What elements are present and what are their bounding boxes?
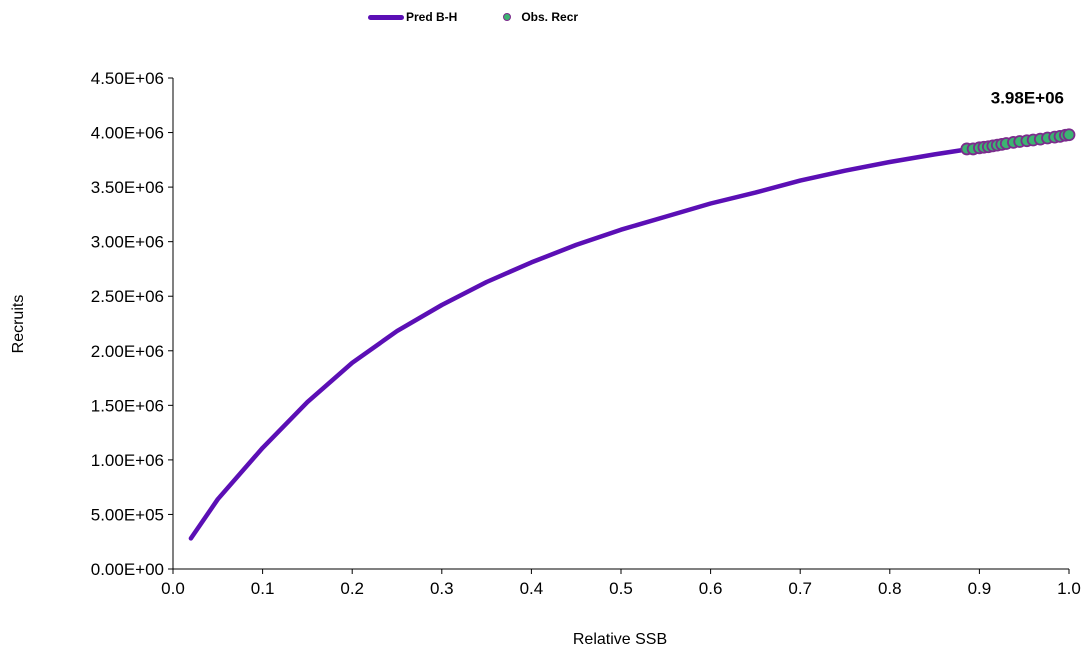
legend-label-pred: Pred B-H xyxy=(406,10,458,24)
x-tick-label: 0.9 xyxy=(968,579,992,598)
x-tick-label: 0.5 xyxy=(609,579,633,598)
plot-area: 3.98E+06 xyxy=(188,89,1076,541)
legend-dot-swatch xyxy=(503,13,512,21)
legend-item-pred: Pred B-H xyxy=(368,10,457,24)
y-tick-label: 3.50E+06 xyxy=(91,178,164,197)
x-tick-label: 0.6 xyxy=(699,579,723,598)
x-tick-label: 0.3 xyxy=(430,579,454,598)
series-line-pred-bh xyxy=(188,132,1072,541)
x-tick-label: 0.4 xyxy=(520,579,544,598)
data-point-obs-recr xyxy=(1062,128,1076,142)
x-tick-label: 0.8 xyxy=(878,579,902,598)
x-axis-title: Relative SSB xyxy=(573,631,667,648)
x-tick-label: 0.2 xyxy=(340,579,364,598)
y-tick-label: 5.00E+05 xyxy=(91,505,164,524)
y-tick-label: 4.50E+06 xyxy=(91,69,164,88)
x-tick-label: 0.7 xyxy=(788,579,812,598)
y-tick-label: 3.00E+06 xyxy=(91,233,164,252)
y-axis-title: Recruits xyxy=(10,295,27,354)
axes: 0.00E+00 5.00E+05 1.00E+06 1.50E+06 2.00E+06… xyxy=(91,69,1081,598)
y-tick-label: 4.00E+06 xyxy=(91,124,164,143)
y-tick-label: 2.00E+06 xyxy=(91,342,164,361)
legend-line-swatch xyxy=(368,14,404,20)
y-tick-label: 1.00E+06 xyxy=(91,451,164,470)
x-tick-label: 1.0 xyxy=(1057,579,1081,598)
data-label-annotation: 3.98E+06 xyxy=(991,89,1064,108)
y-tick-label: 1.50E+06 xyxy=(91,396,164,415)
legend: Pred B-H Obs. Recr xyxy=(368,7,578,27)
y-tick-label: 2.50E+06 xyxy=(91,287,164,306)
legend-item-obs: Obs. Recr xyxy=(503,10,578,24)
legend-label-obs: Obs. Recr xyxy=(521,10,579,24)
x-tick-label: 0.0 xyxy=(161,579,185,598)
x-tick-label: 0.1 xyxy=(251,579,275,598)
y-tick-label: 0.00E+00 xyxy=(91,560,164,579)
